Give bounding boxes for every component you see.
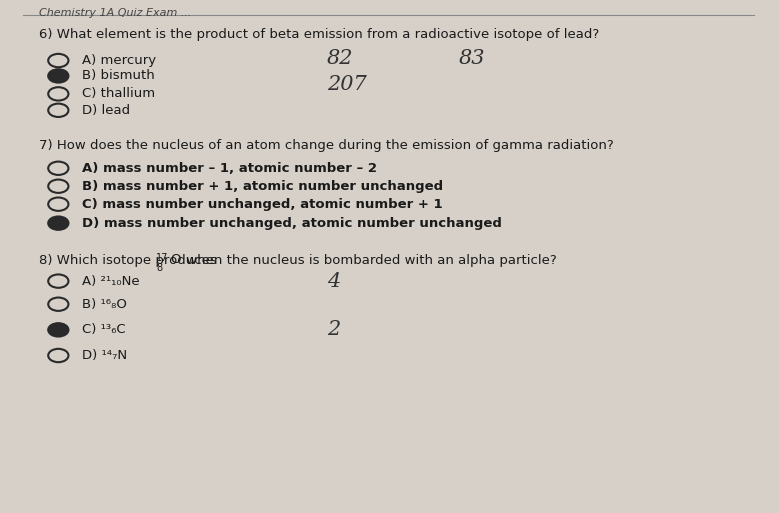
Circle shape [48,216,69,230]
Text: 2: 2 [326,320,340,340]
Text: 8) Which isotope produces: 8) Which isotope produces [39,254,221,267]
Text: C) thallium: C) thallium [82,87,155,101]
Text: 83: 83 [459,49,485,69]
Text: D) lead: D) lead [82,104,130,117]
Text: Chemistry 1A Quiz Exam ...: Chemistry 1A Quiz Exam ... [39,8,192,17]
Text: 17: 17 [156,253,168,263]
Text: B) mass number + 1, atomic number unchanged: B) mass number + 1, atomic number unchan… [82,180,442,193]
Text: D) ¹⁴₇N: D) ¹⁴₇N [82,349,127,362]
Text: C) mass number unchanged, atomic number + 1: C) mass number unchanged, atomic number … [82,198,442,211]
Text: 207: 207 [326,75,366,94]
Text: A) mercury: A) mercury [82,54,156,67]
Text: A) ²¹₁₀Ne: A) ²¹₁₀Ne [82,274,139,288]
Text: 82: 82 [326,49,353,69]
Text: 6) What element is the product of beta emission from a radioactive isotope of le: 6) What element is the product of beta e… [39,28,599,41]
Text: when the nucleus is bombarded with an alpha particle?: when the nucleus is bombarded with an al… [182,254,557,267]
Text: C) ¹³₆C: C) ¹³₆C [82,323,125,337]
Text: 4: 4 [326,271,340,291]
Text: D) mass number unchanged, atomic number unchanged: D) mass number unchanged, atomic number … [82,216,502,230]
Text: A) mass number – 1, atomic number – 2: A) mass number – 1, atomic number – 2 [82,162,377,175]
Text: 8: 8 [156,263,162,273]
Circle shape [48,323,69,337]
Text: B) ¹⁶₈O: B) ¹⁶₈O [82,298,126,311]
Text: O: O [170,253,181,266]
Text: 7) How does the nucleus of an atom change during the emission of gamma radiation: 7) How does the nucleus of an atom chang… [39,139,614,151]
Circle shape [48,69,69,83]
Text: B) bismuth: B) bismuth [82,69,154,83]
